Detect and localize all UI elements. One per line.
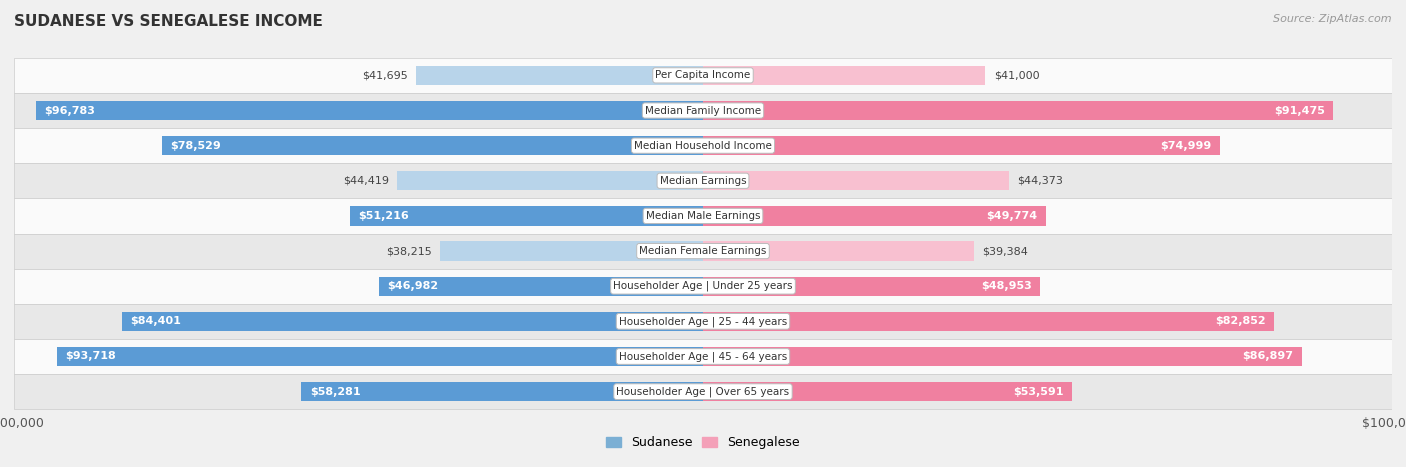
Text: $78,529: $78,529 — [170, 141, 221, 151]
Bar — [58, 347, 703, 366]
Text: $84,401: $84,401 — [129, 316, 180, 326]
Text: $96,783: $96,783 — [45, 106, 96, 115]
Text: $74,999: $74,999 — [1160, 141, 1212, 151]
Text: $49,774: $49,774 — [987, 211, 1038, 221]
Text: $86,897: $86,897 — [1243, 352, 1294, 361]
Text: Median Female Earnings: Median Female Earnings — [640, 246, 766, 256]
Bar — [703, 276, 1040, 296]
Bar — [37, 101, 703, 120]
Bar — [396, 171, 703, 191]
Bar — [703, 101, 1333, 120]
Text: Per Capita Income: Per Capita Income — [655, 71, 751, 80]
Bar — [14, 304, 1392, 339]
Text: $51,216: $51,216 — [359, 211, 409, 221]
Bar — [440, 241, 703, 261]
Bar — [703, 66, 986, 85]
Text: Householder Age | 45 - 64 years: Householder Age | 45 - 64 years — [619, 351, 787, 362]
Text: $82,852: $82,852 — [1215, 316, 1265, 326]
Text: $48,953: $48,953 — [981, 281, 1032, 291]
Text: Median Male Earnings: Median Male Earnings — [645, 211, 761, 221]
Text: SUDANESE VS SENEGALESE INCOME: SUDANESE VS SENEGALESE INCOME — [14, 14, 323, 29]
Bar — [14, 198, 1392, 234]
Bar — [14, 128, 1392, 163]
Bar — [416, 66, 703, 85]
Text: $41,000: $41,000 — [994, 71, 1039, 80]
Text: $46,982: $46,982 — [388, 281, 439, 291]
Text: $58,281: $58,281 — [309, 387, 360, 396]
Bar — [350, 206, 703, 226]
Bar — [14, 269, 1392, 304]
Bar — [121, 311, 703, 331]
Bar — [703, 347, 1302, 366]
Bar — [380, 276, 703, 296]
Text: $93,718: $93,718 — [66, 352, 117, 361]
Text: $44,373: $44,373 — [1017, 176, 1063, 186]
Bar — [14, 339, 1392, 374]
Text: Median Family Income: Median Family Income — [645, 106, 761, 115]
Text: $53,591: $53,591 — [1014, 387, 1064, 396]
Bar — [703, 241, 974, 261]
Text: $91,475: $91,475 — [1274, 106, 1324, 115]
Bar — [162, 136, 703, 156]
Bar — [703, 136, 1219, 156]
Text: $38,215: $38,215 — [385, 246, 432, 256]
Bar — [14, 234, 1392, 269]
Bar — [14, 93, 1392, 128]
Bar — [14, 374, 1392, 409]
Text: $44,419: $44,419 — [343, 176, 388, 186]
Text: $39,384: $39,384 — [983, 246, 1028, 256]
Bar — [703, 382, 1073, 401]
Text: Householder Age | Under 25 years: Householder Age | Under 25 years — [613, 281, 793, 291]
Bar — [301, 382, 703, 401]
Bar — [703, 206, 1046, 226]
Text: Householder Age | Over 65 years: Householder Age | Over 65 years — [616, 386, 790, 397]
Text: Householder Age | 25 - 44 years: Householder Age | 25 - 44 years — [619, 316, 787, 326]
Text: Source: ZipAtlas.com: Source: ZipAtlas.com — [1274, 14, 1392, 24]
Legend: Sudanese, Senegalese: Sudanese, Senegalese — [600, 432, 806, 454]
Bar — [703, 171, 1008, 191]
Text: $41,695: $41,695 — [361, 71, 408, 80]
Text: Median Household Income: Median Household Income — [634, 141, 772, 151]
Bar — [14, 58, 1392, 93]
Text: Median Earnings: Median Earnings — [659, 176, 747, 186]
Bar — [703, 311, 1274, 331]
Bar — [14, 163, 1392, 198]
